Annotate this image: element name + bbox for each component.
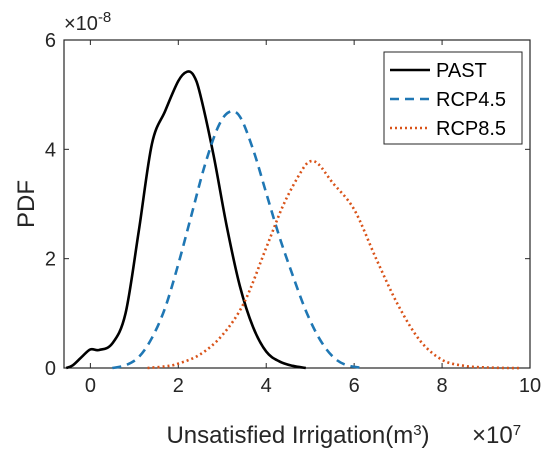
y-tick-label: 4	[45, 139, 56, 161]
y-tick-label: 0	[45, 358, 56, 380]
legend-label-rcp85: RCP8.5	[436, 118, 506, 140]
x-exponent-power: 7	[513, 422, 521, 439]
y-exponent-power: -8	[98, 9, 111, 26]
legend: PAST RCP4.5 RCP8.5	[383, 51, 523, 145]
x-exponent-label: ×107	[472, 422, 521, 450]
legend-label-past: PAST	[436, 60, 487, 82]
legend-label-rcp45: RCP4.5	[436, 89, 506, 111]
x-axis-label-main: Unsatisfied Irrigation(m	[166, 422, 413, 449]
x-tick-label: 2	[173, 375, 184, 397]
series-line-past	[65, 70, 307, 370]
y-exponent-base: ×10	[64, 13, 98, 35]
x-tick-label: 8	[437, 375, 448, 397]
y-exponent-label: ×10-8	[64, 9, 111, 36]
x-axis-label-sup: 3	[413, 422, 421, 439]
x-tick-label: 4	[261, 375, 272, 397]
x-exponent-base: ×10	[472, 422, 513, 449]
x-axis-label-close: )	[422, 422, 430, 449]
x-tick-label: 0	[85, 375, 96, 397]
x-axis-label: Unsatisfied Irrigation(m3)	[166, 422, 429, 450]
tick-group: 0 2 4 6 8 10 0 2 4 6	[45, 30, 541, 397]
x-tick-label: 10	[519, 375, 541, 397]
y-tick-label: 6	[45, 30, 56, 52]
series-lines	[65, 70, 522, 370]
y-axis-label: PDF	[13, 180, 40, 228]
series-line-rcp85	[147, 159, 522, 370]
y-tick-label: 2	[45, 249, 56, 271]
x-tick-label: 6	[349, 375, 360, 397]
